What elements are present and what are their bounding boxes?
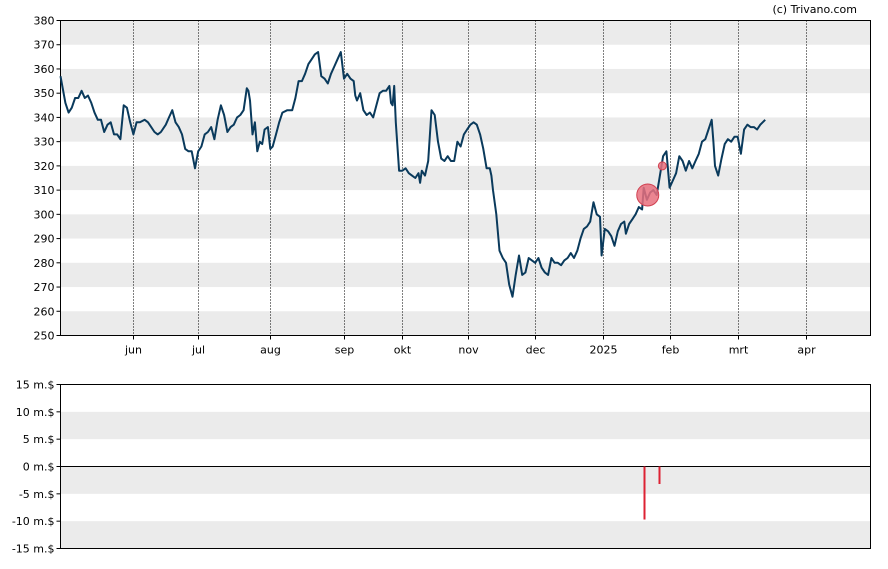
x-tick-label: sep — [335, 344, 354, 357]
y-tick-label: 250 — [34, 330, 55, 343]
y-tick-label: 260 — [34, 305, 55, 318]
grid-band — [60, 20, 871, 45]
y-tick-label: 290 — [34, 233, 55, 246]
grid-band — [60, 68, 871, 94]
x-tick-label: aug — [260, 344, 281, 357]
y-tick-label: 350 — [34, 87, 55, 100]
grid-band — [60, 165, 871, 191]
y-tick-label: 310 — [34, 184, 55, 197]
y-tick-label: 330 — [34, 136, 55, 149]
x-tick-label: mrt — [729, 344, 749, 357]
y-tick-label: 380 — [34, 15, 55, 28]
y-tick-label: 0 m.$ — [23, 461, 55, 474]
y-tick-label: 340 — [34, 111, 55, 124]
y-tick-label: -10 m.$ — [12, 515, 55, 528]
y-tick-label: 15 m.$ — [16, 379, 55, 392]
x-tick-label: dec — [526, 344, 546, 357]
x-tick-label: jul — [191, 344, 205, 357]
x-tick-label: 2025 — [590, 344, 618, 357]
y-tick-label: 300 — [34, 208, 55, 221]
grid-band — [60, 411, 871, 440]
grid-band — [60, 214, 871, 239]
y-tick-label: 280 — [34, 257, 55, 270]
y-tick-label: 5 m.$ — [23, 433, 55, 446]
grid-band — [60, 521, 871, 549]
y-tick-label: -5 m.$ — [19, 488, 55, 501]
y-tick-label: 270 — [34, 281, 55, 294]
y-tick-label: 360 — [34, 63, 55, 76]
x-tick-label: okt — [394, 344, 412, 357]
grid-band — [60, 311, 871, 336]
y-tick-label: -15 m.$ — [12, 543, 55, 556]
grid-band — [60, 466, 871, 494]
x-tick-label: feb — [662, 344, 680, 357]
plot-frame — [60, 20, 871, 336]
insider-volume-panel: -15 m.$ -10 m.$ -5 m.$ 0 m.$ 5 m.$ 10 m.$ 15 m… — [12, 379, 871, 556]
x-tick-label: apr — [797, 344, 816, 357]
x-tick-label: nov — [458, 344, 479, 357]
copyright-label: (c) Trivano.com — [772, 3, 857, 16]
y-tick-label: 320 — [34, 160, 55, 173]
y-tick-label: 370 — [34, 39, 55, 52]
grid-band — [60, 262, 871, 288]
insider-trade-marker — [636, 183, 660, 207]
insider-trade-marker — [657, 161, 667, 171]
price-panel: 250 260 270 280 290 300 310 320 330 340 350 360 370 3… — [34, 15, 871, 357]
y-tick-label: 10 m.$ — [16, 406, 55, 419]
x-tick-label: jun — [124, 344, 142, 357]
